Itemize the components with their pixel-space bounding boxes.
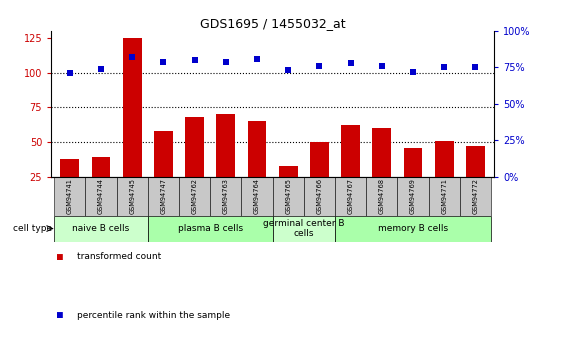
Text: GSM94772: GSM94772: [473, 178, 478, 214]
Bar: [60, 159, 79, 177]
Text: GSM94762: GSM94762: [191, 178, 198, 214]
Bar: [460, 177, 491, 216]
Bar: [185, 117, 204, 177]
Bar: [91, 157, 110, 177]
Bar: [279, 166, 298, 177]
Bar: [335, 216, 491, 242]
Bar: [304, 177, 335, 216]
Bar: [123, 38, 141, 177]
Text: GSM94747: GSM94747: [160, 178, 166, 214]
Bar: [404, 148, 423, 177]
Bar: [216, 114, 235, 177]
Point: [283, 68, 293, 73]
Text: GSM94768: GSM94768: [379, 178, 385, 214]
Bar: [54, 177, 85, 216]
Bar: [373, 128, 391, 177]
Point: [471, 65, 480, 70]
Bar: [341, 125, 360, 177]
Bar: [54, 216, 148, 242]
Point: [377, 63, 386, 69]
Bar: [116, 177, 148, 216]
Point: [65, 70, 74, 76]
Bar: [241, 177, 273, 216]
Text: GSM94767: GSM94767: [348, 178, 354, 214]
Point: [346, 60, 355, 66]
Bar: [398, 177, 429, 216]
Text: GSM94744: GSM94744: [98, 178, 104, 214]
Text: ■: ■: [57, 252, 62, 262]
Text: GSM94763: GSM94763: [223, 178, 229, 214]
Bar: [435, 141, 454, 177]
Point: [190, 57, 199, 63]
Point: [440, 65, 449, 70]
Text: ■: ■: [57, 310, 62, 321]
Point: [315, 63, 324, 69]
Text: GSM94765: GSM94765: [285, 178, 291, 214]
Point: [159, 59, 168, 65]
Text: GSM94771: GSM94771: [441, 178, 447, 214]
Point: [97, 66, 106, 72]
Title: GDS1695 / 1455032_at: GDS1695 / 1455032_at: [200, 17, 345, 30]
Bar: [310, 142, 329, 177]
Bar: [248, 121, 266, 177]
Text: GSM94741: GSM94741: [67, 178, 73, 214]
Bar: [273, 216, 335, 242]
Text: plasma B cells: plasma B cells: [178, 224, 243, 233]
Text: cell type: cell type: [12, 224, 52, 233]
Bar: [335, 177, 366, 216]
Point: [253, 56, 262, 61]
Bar: [366, 177, 398, 216]
Text: GSM94766: GSM94766: [316, 178, 323, 214]
Bar: [148, 177, 179, 216]
Text: germinal center B
cells: germinal center B cells: [263, 219, 345, 238]
Text: GSM94769: GSM94769: [410, 178, 416, 214]
Text: GSM94745: GSM94745: [130, 178, 135, 214]
Text: transformed count: transformed count: [77, 252, 161, 261]
Bar: [179, 177, 210, 216]
Text: GSM94764: GSM94764: [254, 178, 260, 214]
Point: [128, 55, 137, 60]
Point: [222, 59, 231, 65]
Point: [408, 69, 417, 75]
Text: naive B cells: naive B cells: [72, 224, 130, 233]
Text: percentile rank within the sample: percentile rank within the sample: [77, 310, 230, 319]
Bar: [429, 177, 460, 216]
Bar: [466, 146, 485, 177]
Text: memory B cells: memory B cells: [378, 224, 448, 233]
Bar: [148, 216, 273, 242]
Bar: [273, 177, 304, 216]
Bar: [210, 177, 241, 216]
Bar: [154, 131, 173, 177]
Bar: [85, 177, 116, 216]
